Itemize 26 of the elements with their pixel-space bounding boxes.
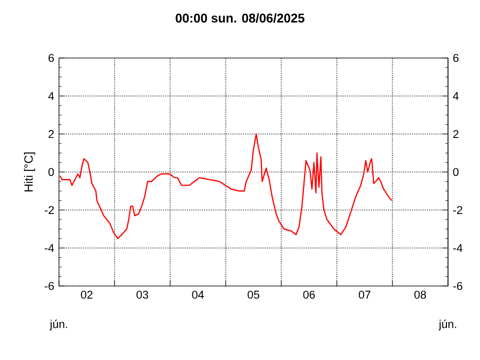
x-tick-label: 06 xyxy=(303,290,315,299)
y2-tick-label: -6 xyxy=(453,282,462,290)
y2-tick-label: -4 xyxy=(453,244,462,252)
line-series xyxy=(59,133,392,240)
x-tick-label: 05 xyxy=(248,290,260,299)
text: jún. xyxy=(438,320,456,330)
y-tick-label: 2 xyxy=(48,130,54,138)
y2-tick-label: 2 xyxy=(453,130,458,138)
y-tick-label: -6 xyxy=(44,282,54,290)
chart-title: 00:00 sun. 08/06/2025 xyxy=(176,13,304,23)
x-tick-label: 07 xyxy=(358,290,370,299)
y2-tick-label: -2 xyxy=(453,206,462,214)
x-tick-label: 04 xyxy=(192,290,204,299)
text: jún. xyxy=(50,320,68,330)
x-tick-label: 08 xyxy=(414,290,426,299)
y-tick-label: -4 xyxy=(44,244,54,252)
y-tick-label: 4 xyxy=(48,92,54,100)
x-tick-label: 02 xyxy=(80,290,92,299)
y-axis-title: Hiti [°C] xyxy=(24,152,36,192)
y2-tick-label: 6 xyxy=(453,54,458,62)
y2-tick-label: 0 xyxy=(453,168,459,176)
y2-tick-label: 4 xyxy=(452,92,459,100)
y-tick-label: 0 xyxy=(48,168,54,176)
y-tick-label: 6 xyxy=(48,54,54,62)
x-tick-label: 03 xyxy=(136,290,148,299)
y-tick-label: -2 xyxy=(44,206,54,214)
